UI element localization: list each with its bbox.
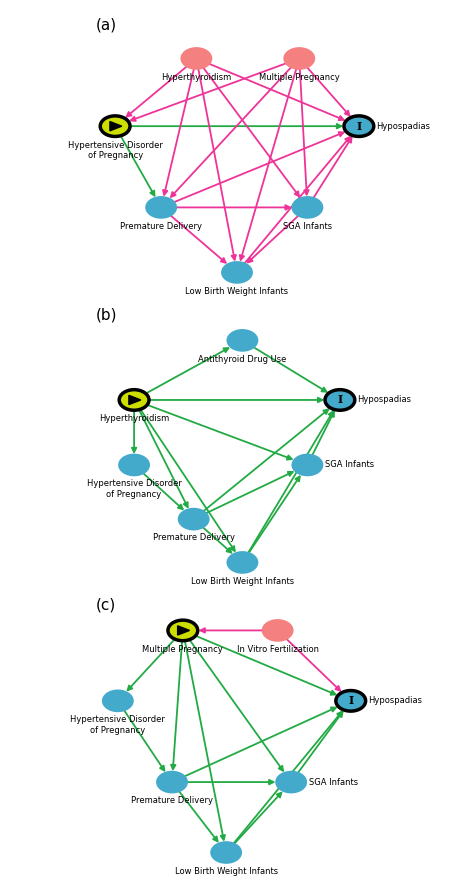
Ellipse shape xyxy=(157,772,187,792)
Text: Multiple Pregnancy: Multiple Pregnancy xyxy=(143,645,223,654)
Text: Premature Delivery: Premature Delivery xyxy=(120,222,202,231)
Ellipse shape xyxy=(344,116,374,136)
Text: I: I xyxy=(356,120,362,132)
Text: (c): (c) xyxy=(96,598,117,613)
Ellipse shape xyxy=(336,690,365,711)
Ellipse shape xyxy=(168,620,198,640)
Ellipse shape xyxy=(179,508,209,530)
Text: SGA Infants: SGA Infants xyxy=(283,222,332,231)
Ellipse shape xyxy=(182,48,211,69)
Text: SGA Infants: SGA Infants xyxy=(325,460,374,469)
Text: I: I xyxy=(337,394,343,406)
Text: Hyperthyroidism: Hyperthyroidism xyxy=(161,73,231,82)
Text: Low Birth Weight Infants: Low Birth Weight Infants xyxy=(185,286,289,296)
Text: Low Birth Weight Infants: Low Birth Weight Infants xyxy=(191,577,294,586)
Ellipse shape xyxy=(100,116,130,136)
Polygon shape xyxy=(110,121,122,131)
Text: Multiple Pregnancy: Multiple Pregnancy xyxy=(259,73,340,82)
Text: Low Birth Weight Infants: Low Birth Weight Infants xyxy=(174,867,278,876)
Ellipse shape xyxy=(276,772,306,792)
Polygon shape xyxy=(178,626,190,635)
Text: Hypertensive Disorder
of Pregnancy: Hypertensive Disorder of Pregnancy xyxy=(87,479,182,499)
Text: Hypertensive Disorder
of Pregnancy: Hypertensive Disorder of Pregnancy xyxy=(68,141,163,160)
Polygon shape xyxy=(129,395,141,405)
Text: Hypospadias: Hypospadias xyxy=(376,121,430,130)
Ellipse shape xyxy=(119,455,149,475)
Ellipse shape xyxy=(103,690,133,711)
Text: (b): (b) xyxy=(96,308,118,323)
Text: In Vitro Fertilization: In Vitro Fertilization xyxy=(237,645,319,654)
Text: Hypospadias: Hypospadias xyxy=(368,697,422,706)
Ellipse shape xyxy=(228,330,257,351)
Ellipse shape xyxy=(211,842,241,863)
Ellipse shape xyxy=(228,552,257,573)
Ellipse shape xyxy=(325,390,355,410)
Text: Premature Delivery: Premature Delivery xyxy=(153,533,235,542)
Ellipse shape xyxy=(292,455,322,475)
Ellipse shape xyxy=(222,262,252,283)
Ellipse shape xyxy=(146,197,176,218)
Text: Hypospadias: Hypospadias xyxy=(357,395,411,404)
Ellipse shape xyxy=(263,620,292,640)
Text: (a): (a) xyxy=(96,18,117,33)
Text: Hypertensive Disorder
of Pregnancy: Hypertensive Disorder of Pregnancy xyxy=(71,715,165,735)
Text: Antithyroid Drug Use: Antithyroid Drug Use xyxy=(198,355,287,364)
Text: I: I xyxy=(348,696,354,706)
Text: SGA Infants: SGA Infants xyxy=(309,778,358,787)
Ellipse shape xyxy=(284,48,314,69)
Text: Hyperthyroidism: Hyperthyroidism xyxy=(99,414,169,424)
Ellipse shape xyxy=(119,390,149,410)
Text: Premature Delivery: Premature Delivery xyxy=(131,797,213,805)
Ellipse shape xyxy=(292,197,322,218)
